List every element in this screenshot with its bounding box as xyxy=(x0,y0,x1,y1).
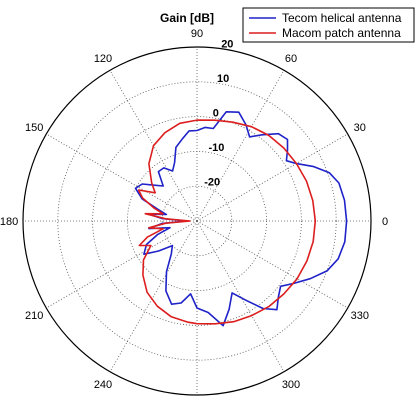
legend-label-tecom: Tecom helical antenna xyxy=(282,11,402,25)
angular-grid-spoke xyxy=(46,220,198,309)
angular-tick-label: 0 xyxy=(382,216,388,228)
radial-grid-ring xyxy=(92,116,302,326)
chart-title: Gain [dB] xyxy=(160,11,214,25)
angular-tick-label: 240 xyxy=(94,379,112,391)
radial-grid-ring xyxy=(57,81,337,361)
angular-grid-spoke xyxy=(46,133,198,222)
angular-tick-label: 180 xyxy=(0,216,18,228)
legend-box xyxy=(242,7,415,43)
angular-tick-label: 60 xyxy=(285,53,297,65)
angular-tick-label: 330 xyxy=(351,310,369,322)
angular-grid-spoke xyxy=(196,133,348,222)
angular-grid-spoke xyxy=(196,220,285,372)
legend-label-macom: Macom patch antenna xyxy=(282,26,401,40)
radial-tick-label: 0 xyxy=(213,107,219,119)
series-line-macom xyxy=(137,119,317,325)
radial-tick-label: -20 xyxy=(204,177,220,189)
angular-grid-spoke xyxy=(196,70,285,222)
angular-tick-label: 90 xyxy=(191,28,203,40)
angular-tick-label: 300 xyxy=(282,379,300,391)
series-layer xyxy=(134,111,348,327)
radial-tick-label: 10 xyxy=(217,73,229,85)
polar-grid xyxy=(22,46,372,396)
angular-grid-spoke xyxy=(196,220,348,309)
angular-tick-label: 150 xyxy=(25,122,43,134)
radial-grid-ring xyxy=(161,185,233,257)
radial-tick-label: 20 xyxy=(221,38,233,50)
legend: Tecom helical antenna Macom patch antenn… xyxy=(242,7,415,43)
angular-tick-label: 210 xyxy=(25,310,43,322)
angular-tick-label: 120 xyxy=(94,53,112,65)
polar-outer-ring xyxy=(22,46,372,396)
axis-labels: 0306090120150180210240270300330-20-10010… xyxy=(0,28,388,391)
angular-grid-spoke xyxy=(109,220,198,372)
angular-tick-label: 30 xyxy=(354,122,366,134)
radial-tick-label: -10 xyxy=(209,142,225,154)
